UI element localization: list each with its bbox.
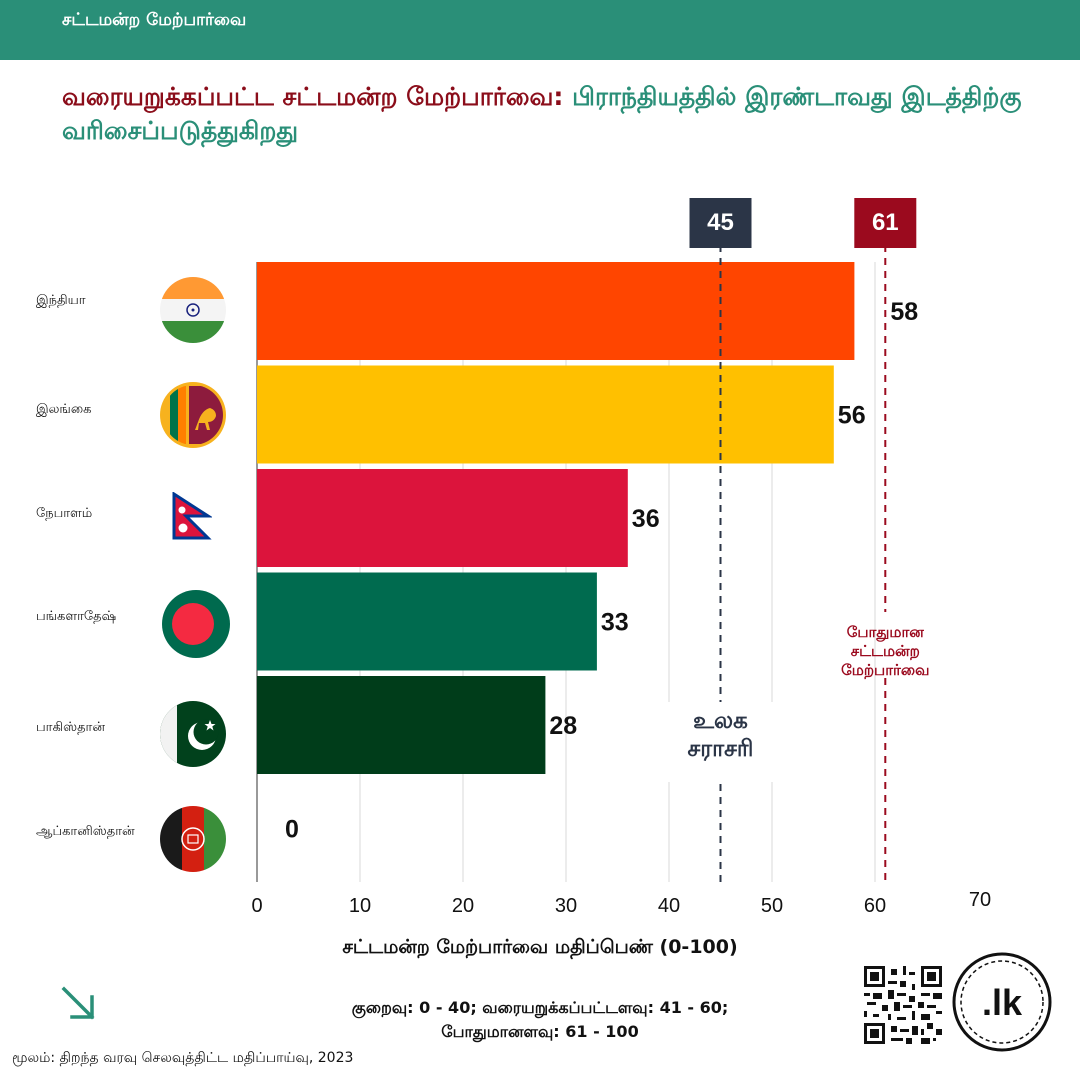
country-label-nepal: நேபாளம் (36, 506, 93, 521)
x-tick-label-50: 50 (761, 895, 783, 917)
afghanistan-flag-icon (160, 806, 226, 872)
bar-bangladesh (257, 572, 597, 671)
country-label-afghanistan: ஆப்கானிஸ்தான் (36, 824, 135, 839)
value-label-nepal: 36 (632, 505, 660, 533)
country-label-india: இந்தியா (36, 293, 86, 308)
score-scale-line-1: குறைவு: 0 - 40; வரையறுக்கப்பட்டளவு: 41 -… (351, 998, 729, 1017)
adequate-label-line-2: சட்டமன்ற (851, 642, 920, 660)
bar-pakistan (257, 676, 546, 774)
adequate-label-line-1: போதுமான (847, 623, 925, 642)
score-scale-note: குறைவு: 0 - 40; வரையறுக்கப்பட்டளவு: 41 -… (270, 996, 810, 1044)
global-average-label-line-1: உலக (693, 708, 748, 734)
x-tick-label-70: 70 (969, 889, 991, 911)
global-average-value: 45 (707, 209, 734, 236)
country-label-bangladesh: பங்களாதேஷ் (36, 609, 117, 624)
india-flag-icon (160, 277, 226, 343)
global-average-badge (689, 198, 752, 248)
x-axis-title: சட்டமன்ற மேற்பார்வை மதிப்பெண் (0-100) (342, 936, 738, 958)
value-label-sri-lanka: 56 (838, 402, 866, 430)
lk-logo: .lk (952, 952, 1052, 1052)
x-tick-label-20: 20 (452, 895, 474, 917)
sri-lanka-flag-icon (160, 382, 226, 448)
bar-nepal (257, 469, 628, 567)
x-tick-label-30: 30 (555, 895, 577, 917)
adequate-label-line-3: மேற்பார்வை (841, 661, 929, 679)
qr-code-icon (864, 966, 942, 1044)
pakistan-flag-icon (160, 701, 226, 767)
global-average-label-line-2: சராசரி (688, 736, 754, 762)
bar-sri-lanka (257, 365, 834, 464)
x-tick-label-0: 0 (251, 895, 262, 917)
title-part-1: வரையறுக்கப்பட்ட சட்டமன்ற மேற்பார்வை: (62, 82, 564, 111)
adequate-badge (854, 198, 917, 248)
value-label-pakistan: 28 (549, 712, 577, 740)
x-tick-label-40: 40 (658, 895, 680, 917)
source-note: மூலம்: திறந்த வரவு செலவுத்திட்ட மதிப்பாய… (12, 1050, 354, 1066)
country-label-sri-lanka: இலங்கை (36, 402, 92, 417)
score-scale-line-2: போதுமானளவு: 61 - 100 (441, 1022, 639, 1041)
value-label-afghanistan: 0 (285, 816, 299, 844)
nepal-flag-icon (172, 492, 212, 540)
global-average-label-bg (662, 702, 779, 782)
x-tick-label-10: 10 (349, 895, 371, 917)
bangladesh-flag-icon (162, 590, 230, 658)
value-label-india: 58 (890, 298, 918, 326)
page-title: வரையறுக்கப்பட்ட சட்டமன்ற மேற்பார்வை: பிர… (62, 80, 1022, 148)
adequate-value: 61 (872, 209, 899, 236)
header-bar: சட்டமன்ற மேற்பார்வை (0, 0, 1080, 60)
logo-text: .lk (982, 982, 1023, 1023)
country-label-pakistan: பாகிஸ்தான் (36, 720, 105, 735)
value-label-bangladesh: 33 (601, 609, 629, 637)
bar-india (257, 262, 855, 360)
title-part-2: பிராந்தியத்தில் இரண்டாவது இடத்திற்கு வரி… (62, 82, 1022, 145)
x-tick-label-60: 60 (864, 895, 886, 917)
arrow-down-right-icon (61, 986, 95, 1020)
header-label: சட்டமன்ற மேற்பார்வை (62, 10, 247, 30)
